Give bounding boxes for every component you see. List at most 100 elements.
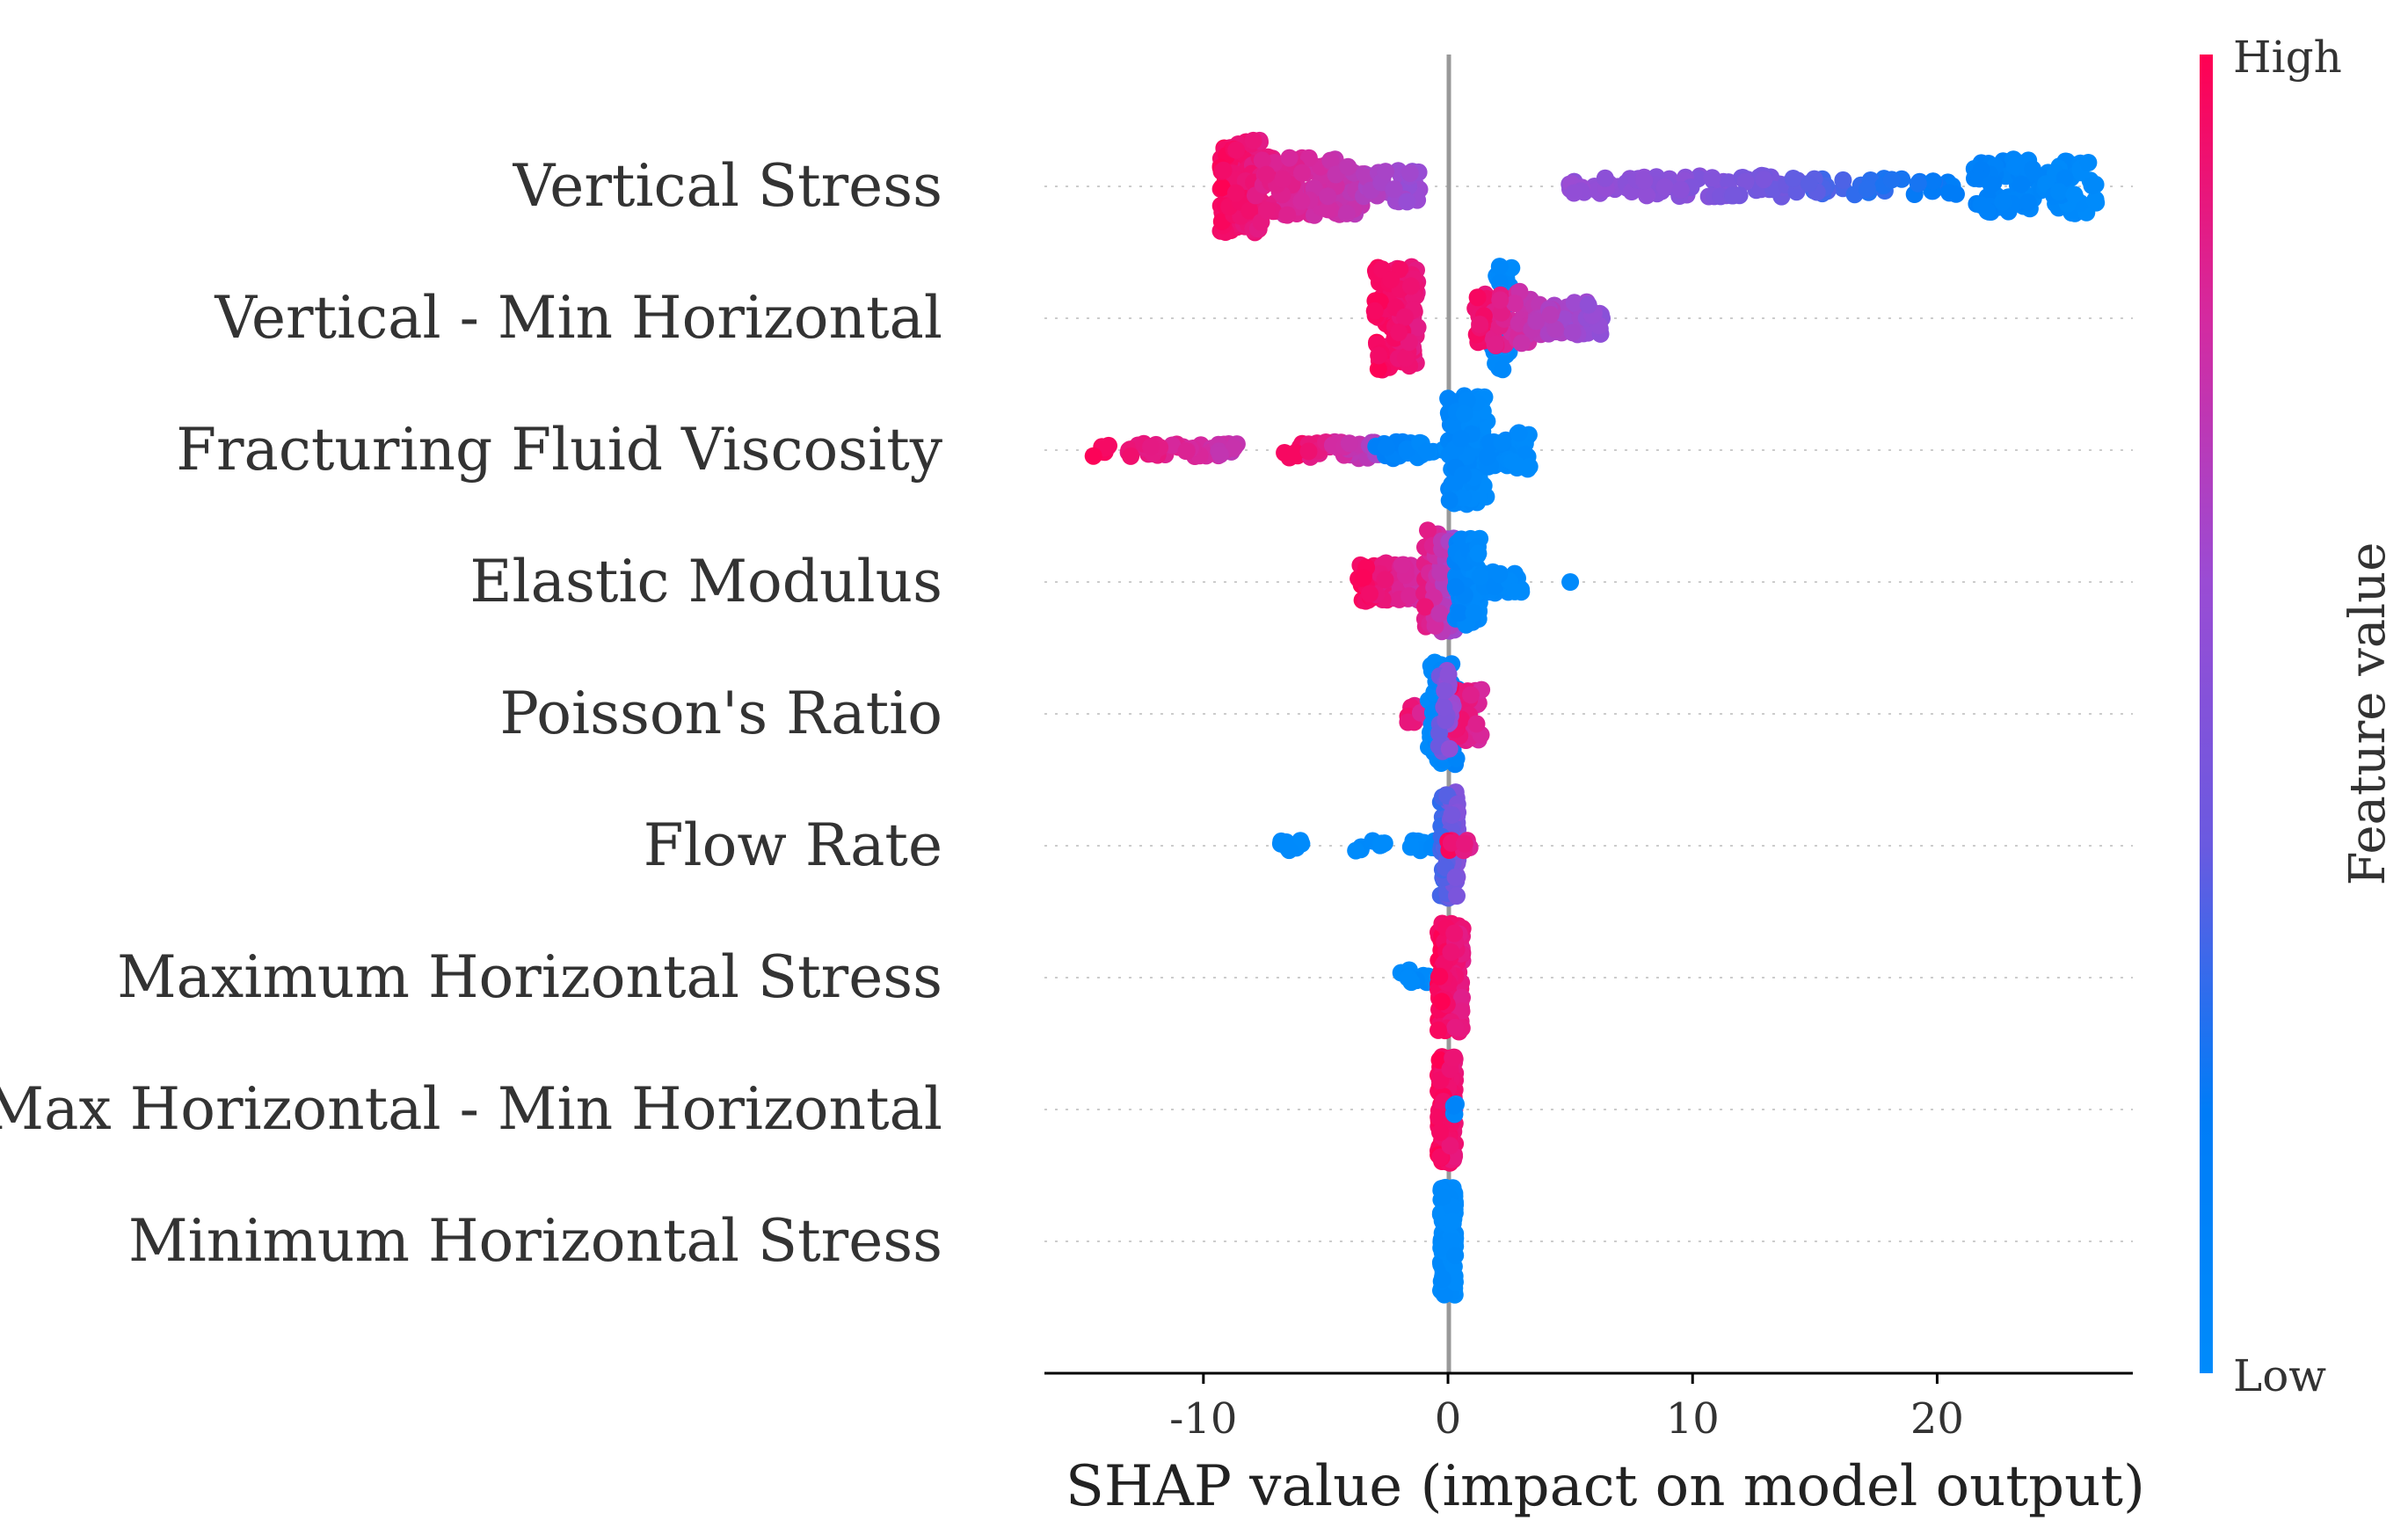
shap-point (2083, 177, 2101, 194)
row-guides (1044, 186, 2133, 1242)
shap-point (1430, 967, 1449, 986)
shap-point (1437, 711, 1455, 730)
feature-label: Vertical - Min Horizontal (214, 284, 942, 352)
shap-point (1411, 703, 1430, 722)
shap-point (1378, 438, 1396, 456)
shap-point (2079, 154, 2098, 171)
shap-point (1978, 202, 1997, 221)
shap-point (1431, 1123, 1449, 1141)
shap-point (1433, 1188, 1451, 1206)
shap-point (1512, 334, 1531, 353)
x-tick-label: 0 (1435, 1394, 1462, 1444)
shap-point (1486, 335, 1504, 353)
shap-point (1418, 442, 1436, 461)
shap-point (1211, 446, 1229, 463)
shap-point (1446, 1018, 1465, 1037)
shap-point (1446, 868, 1465, 886)
shap-point (1509, 457, 1527, 476)
shap-point (1225, 439, 1243, 457)
shap-point (1462, 686, 1480, 704)
shap-point (1510, 424, 1528, 442)
shap-point (1493, 433, 1511, 452)
colorbar-gradient (2200, 55, 2213, 1373)
shap-point (1347, 841, 1365, 860)
shap-point (1377, 163, 1394, 181)
x-axis: -10 0 10 20 SHAP value (impact on model out… (1044, 1371, 2145, 1519)
shap-point (1469, 544, 1488, 563)
shap-point (1286, 444, 1305, 462)
shap-point (1280, 841, 1299, 860)
shap-point (1212, 178, 1231, 197)
shap-point (1385, 180, 1403, 199)
shap-point (1257, 201, 1276, 220)
shap-point (1400, 586, 1419, 605)
shap-point (1227, 141, 1246, 159)
shap-point (1455, 404, 1473, 423)
shap-point (1724, 186, 1742, 205)
shap-point (1736, 172, 1755, 191)
feature-label: Minimum Horizontal Stress (128, 1207, 942, 1275)
shap-point (1442, 833, 1460, 852)
shap-point (1442, 943, 1460, 962)
shap-point (1453, 988, 1471, 1007)
shap-point (1142, 438, 1160, 456)
shap-point (1546, 320, 1565, 338)
shap-point (1454, 489, 1473, 507)
shap-point (1396, 349, 1415, 367)
shap-point (2050, 183, 2069, 201)
feature-label: Maximum Horizontal Stress (117, 943, 942, 1011)
shap-point (1441, 1137, 1459, 1155)
shap-point (1467, 715, 1486, 733)
shap-point (1565, 184, 1583, 202)
colorbar-low-label: Low (2233, 1350, 2326, 1401)
shap-point (2012, 175, 2030, 193)
shap-point (1444, 1096, 1463, 1115)
feature-label: Max Horizontal - Min Horizontal (0, 1075, 942, 1143)
shap-point (1257, 165, 1276, 184)
shap-point (1365, 302, 1384, 320)
shap-point (1398, 440, 1416, 458)
shap-point (1527, 312, 1546, 331)
shap-point (1444, 1049, 1462, 1067)
shap-point (1468, 288, 1487, 307)
shap-point (1994, 193, 2012, 211)
shap-point (1494, 360, 1512, 379)
shap-point (1416, 598, 1434, 616)
shap-point (1354, 569, 1372, 587)
shap-point (1299, 442, 1318, 461)
shap-point (1445, 924, 1464, 942)
shap-point (1293, 164, 1311, 182)
shap-point (1561, 573, 1580, 591)
shap-point (1491, 291, 1510, 309)
shap-point (1299, 149, 1318, 167)
shap-point (1430, 604, 1449, 622)
shap-point (1471, 567, 1489, 586)
feature-label: Fracturing Fluid Viscosity (176, 416, 943, 484)
shap-point (1319, 200, 1337, 219)
shap-point (1671, 180, 1690, 199)
shap-point (1458, 391, 1476, 410)
shap-point (1446, 1247, 1465, 1265)
shap-point (1339, 157, 1357, 176)
shap-point (1432, 993, 1451, 1011)
shap-point (1439, 666, 1458, 684)
feature-label: Poisson's Ratio (500, 680, 942, 747)
shap-point (1226, 184, 1245, 202)
shap-point (1655, 178, 1674, 196)
shap-point (1541, 306, 1560, 324)
shap-point (1448, 887, 1466, 905)
shap-point (1638, 186, 1656, 205)
shap-point (1450, 604, 1468, 622)
colorbar-title: Feature value (2339, 542, 2397, 886)
colorbar: High Low Feature value (2200, 32, 2397, 1401)
shap-point (1947, 185, 1965, 203)
shap-point (1321, 151, 1340, 170)
shap-point (1244, 131, 1262, 149)
x-tick-label: 10 (1666, 1394, 1720, 1444)
feature-label: Vertical Stress (513, 152, 942, 220)
shap-point (1490, 258, 1509, 276)
shap-point (1419, 521, 1437, 540)
shap-point (1122, 447, 1140, 465)
shap-point (1443, 1212, 1461, 1231)
shap-point (1455, 834, 1473, 853)
